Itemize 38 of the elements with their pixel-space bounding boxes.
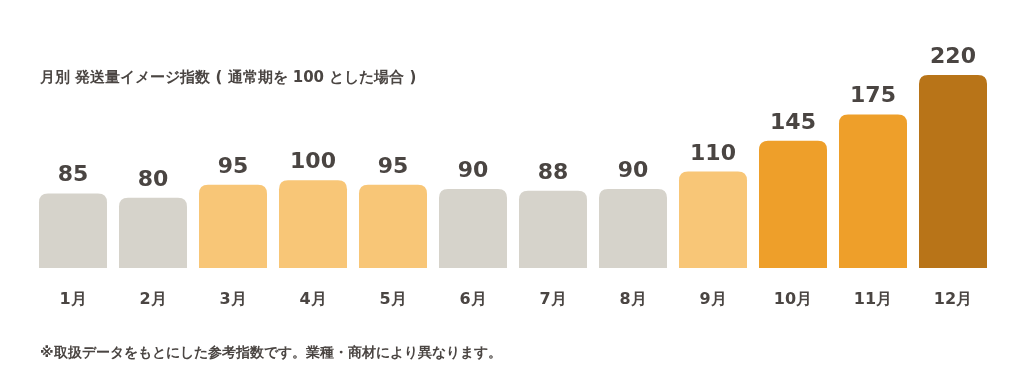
data-label: 85 (57, 161, 89, 187)
data-label: 100 (290, 148, 336, 174)
bar (599, 189, 667, 268)
x-tick-label: 9月 (699, 289, 727, 308)
data-label: 95 (217, 152, 249, 178)
bar (759, 140, 827, 268)
bar (519, 190, 587, 268)
data-label: 220 (930, 43, 976, 68)
bar (39, 193, 107, 268)
bar (199, 184, 267, 268)
bar (839, 114, 907, 268)
bar (119, 197, 187, 268)
data-label: 145 (770, 108, 816, 134)
bar (359, 184, 427, 268)
x-tick-label: 3月 (219, 289, 247, 308)
x-tick-label: 8月 (619, 289, 647, 308)
x-tick-label: 7月 (539, 289, 567, 308)
bar (679, 171, 747, 268)
x-tick-label: 5月 (379, 289, 407, 308)
data-label: 80 (137, 165, 169, 191)
x-tick-label: 10月 (773, 289, 813, 308)
x-tick-label: 1月 (59, 289, 87, 308)
bar (919, 75, 987, 268)
x-tick-label: 6月 (459, 289, 487, 308)
x-tick-label: 12月 (933, 289, 973, 308)
bar (439, 189, 507, 268)
data-label: 175 (850, 82, 896, 108)
x-tick-label: 4月 (299, 289, 327, 308)
chart-title: 月別 発送量イメージ指数 ( 通常期を 100 とした場合 ) (39, 68, 417, 86)
x-tick-label: 2月 (139, 289, 167, 308)
data-label: 95 (377, 152, 409, 178)
data-label: 88 (537, 158, 569, 184)
text: ※取扱データをもとにした参考指数です。業種・商材により異なります。 (40, 344, 502, 360)
x-tick-label: 11月 (853, 289, 893, 308)
bar (279, 180, 347, 268)
data-label: 110 (690, 139, 736, 165)
data-label: 90 (617, 157, 649, 183)
data-label: 90 (457, 157, 489, 183)
